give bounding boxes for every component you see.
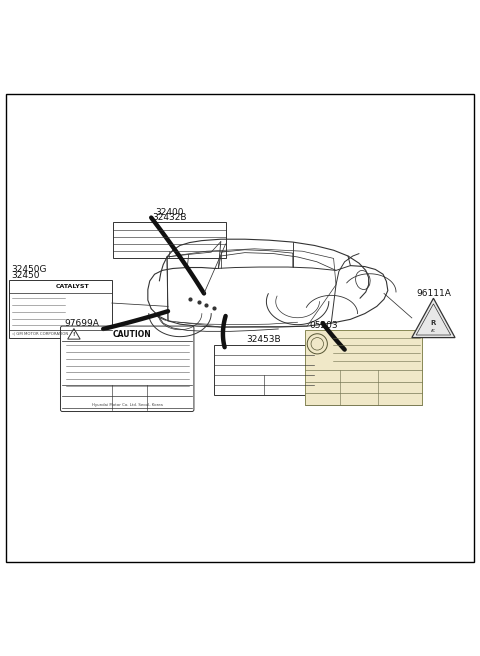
Text: 32450: 32450: [11, 270, 39, 279]
Text: 97699A: 97699A: [65, 319, 100, 327]
FancyBboxPatch shape: [305, 331, 422, 405]
Text: AC: AC: [431, 329, 436, 333]
Text: !: !: [72, 332, 75, 337]
Text: Hyundai Motor Co. Ltd. Seoul, Korea: Hyundai Motor Co. Ltd. Seoul, Korea: [92, 403, 163, 407]
FancyBboxPatch shape: [60, 326, 194, 411]
Text: 32453B: 32453B: [247, 335, 281, 344]
Text: R: R: [431, 319, 436, 325]
FancyBboxPatch shape: [214, 345, 314, 395]
Text: CAUTION: CAUTION: [113, 330, 151, 338]
Text: 32432B: 32432B: [152, 213, 186, 222]
Text: 32450G: 32450G: [11, 265, 47, 274]
Text: 05203: 05203: [310, 321, 338, 330]
Polygon shape: [412, 298, 455, 338]
Text: 96111A: 96111A: [416, 289, 451, 298]
FancyBboxPatch shape: [9, 280, 112, 338]
Text: 32400: 32400: [155, 208, 183, 216]
Text: ◁ GM MOTOR CORPORATION: ◁ GM MOTOR CORPORATION: [12, 332, 68, 336]
FancyBboxPatch shape: [113, 222, 226, 258]
Text: CATALYST: CATALYST: [56, 284, 89, 289]
